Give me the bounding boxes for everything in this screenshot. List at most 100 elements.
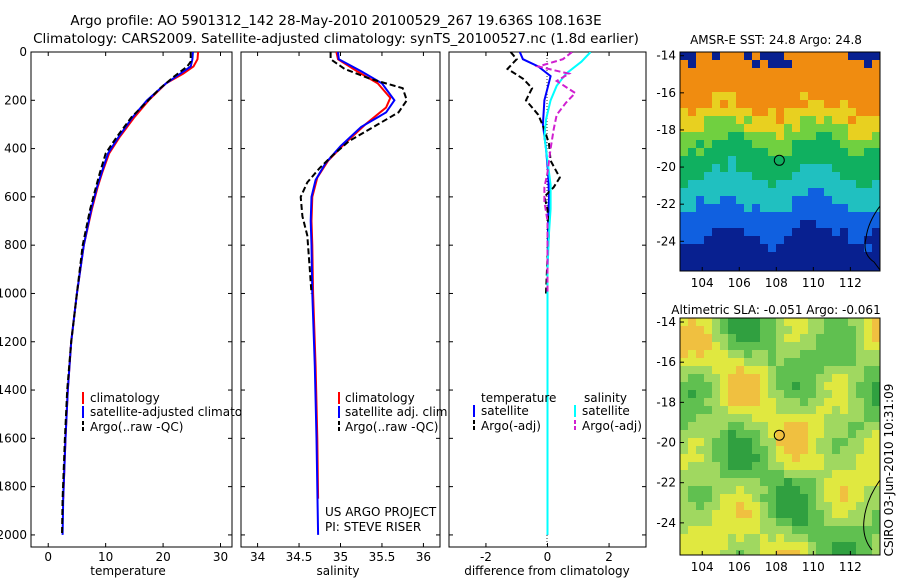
map-cell [704, 494, 712, 502]
sst-map-cells [680, 52, 880, 271]
map-cell [800, 60, 808, 68]
map-cell [720, 92, 728, 100]
map-cell [824, 374, 832, 382]
map-cell [776, 390, 784, 398]
map-cell [680, 156, 688, 164]
map-cell [744, 76, 752, 84]
map-cell [712, 52, 720, 60]
y-tick-label: 600 [4, 190, 27, 204]
map-cell [768, 518, 776, 526]
map-cell [832, 550, 840, 555]
map-cell [856, 438, 864, 446]
map-cell [744, 148, 752, 156]
map-cell [824, 268, 832, 271]
map-cell [704, 260, 712, 268]
map-cell [824, 156, 832, 164]
map-cell [832, 510, 840, 518]
map-cell [688, 510, 696, 518]
map-cell [808, 108, 816, 116]
project-annotation-line2: PI: STEVE RISER [325, 520, 421, 534]
map-cell [832, 92, 840, 100]
map-cell [720, 350, 728, 358]
map-cell [824, 260, 832, 268]
map-cell [736, 518, 744, 526]
map-cell [872, 148, 880, 156]
map-cell [728, 116, 736, 124]
map-cell [688, 228, 696, 236]
map-cell [768, 406, 776, 414]
map-cell [768, 542, 776, 550]
map-y-tick-label: -16 [656, 355, 676, 369]
map-cell [792, 116, 800, 124]
map-cell [760, 156, 768, 164]
map-cell [776, 374, 784, 382]
map-cell [704, 68, 712, 76]
map-cell [872, 60, 880, 68]
map-cell [744, 446, 752, 454]
map-cell [864, 350, 872, 358]
map-cell [808, 132, 816, 140]
sst-coastline [864, 205, 880, 271]
map-cell [784, 252, 792, 260]
map-cell [776, 268, 784, 271]
map-cell [720, 204, 728, 212]
map-cell [824, 172, 832, 180]
map-cell [824, 406, 832, 414]
map-cell [696, 148, 704, 156]
map-cell [696, 398, 704, 406]
map-cell [832, 180, 840, 188]
map-cell [800, 478, 808, 486]
map-cell [768, 84, 776, 92]
map-cell [768, 446, 776, 454]
temperature-panel: 0 10 20 30020040060080010001200140016001800… [0, 45, 268, 578]
map-cell [864, 366, 872, 374]
sla-argo-marker [773, 429, 785, 441]
map-cell [816, 92, 824, 100]
map-cell [808, 220, 816, 228]
map-cell [752, 518, 760, 526]
map-cell [736, 220, 744, 228]
map-cell [688, 526, 696, 534]
map-cell [760, 164, 768, 172]
map-cell [816, 108, 824, 116]
map-cell [752, 342, 760, 350]
map-cell [800, 454, 808, 462]
map-cell [760, 382, 768, 390]
map-cell [848, 180, 856, 188]
map-cell [680, 108, 688, 116]
map-cell [712, 124, 720, 132]
map-cell [824, 196, 832, 204]
map-cell [736, 542, 744, 550]
map-cell [832, 108, 840, 116]
map-cell [760, 180, 768, 188]
map-cell [864, 260, 872, 268]
map-cell [792, 156, 800, 164]
map-cell [856, 382, 864, 390]
map-cell [824, 100, 832, 108]
map-cell [712, 196, 720, 204]
legend-climatology-label: climatology [345, 391, 415, 405]
map-cell [792, 212, 800, 220]
map-cell [768, 494, 776, 502]
map-cell [856, 108, 864, 116]
map-cell [784, 318, 792, 326]
x-tick-label: 20 [155, 550, 170, 564]
map-cell [736, 140, 744, 148]
map-cell [800, 390, 808, 398]
legend-sal-argo-label: Argo(-adj) [582, 419, 642, 433]
map-cell [680, 204, 688, 212]
map-cell [784, 454, 792, 462]
map-cell [832, 116, 840, 124]
map-cell [680, 454, 688, 462]
map-cell [688, 116, 696, 124]
map-cell [688, 124, 696, 132]
map-cell [864, 438, 872, 446]
map-cell [720, 100, 728, 108]
map-cell [848, 318, 856, 326]
map-cell [856, 252, 864, 260]
map-cell [872, 76, 880, 84]
map-cell [832, 390, 840, 398]
map-cell [688, 60, 696, 68]
map-cell [840, 108, 848, 116]
map-cell [720, 268, 728, 271]
